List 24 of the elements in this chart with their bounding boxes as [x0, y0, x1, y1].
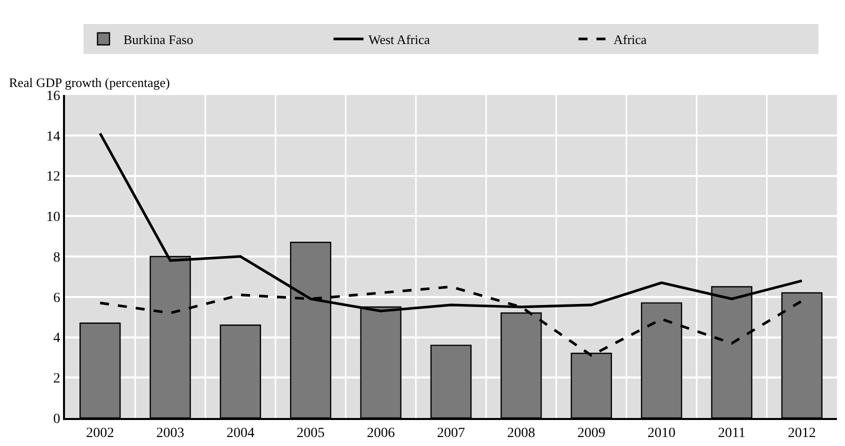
y-tick-label: 4 [53, 331, 60, 346]
x-tick-label: 2003 [156, 426, 184, 441]
x-tick-label: 2012 [788, 426, 816, 441]
x-tick-label: 2008 [507, 426, 536, 441]
x-tick-label: 2002 [86, 426, 114, 441]
x-tick-label: 2004 [226, 426, 254, 441]
y-tick-label: 16 [46, 88, 60, 104]
y-tick-label: 0 [53, 412, 60, 427]
y-tick-label: 8 [53, 250, 60, 266]
legend-label: Burkina Faso [124, 32, 194, 47]
x-tick-label: 2010 [648, 426, 676, 441]
y-tick-label: 12 [46, 170, 60, 185]
x-tick-label: 2005 [296, 426, 325, 441]
legend-label: Africa [614, 32, 647, 47]
y-axis-title: Real GDP growth (percentage) [9, 75, 170, 90]
y-tick-label: 6 [53, 290, 60, 306]
legend-label: West Africa [368, 32, 430, 47]
y-tick-label: 2 [53, 372, 60, 387]
x-tick-label: 2011 [718, 426, 746, 441]
x-tick-label: 2006 [366, 426, 395, 441]
x-tick-label: 2007 [437, 426, 465, 441]
y-tick-label: 14 [46, 129, 60, 144]
y-tick-label: 10 [46, 210, 60, 226]
x-tick-label: 2009 [577, 426, 606, 441]
